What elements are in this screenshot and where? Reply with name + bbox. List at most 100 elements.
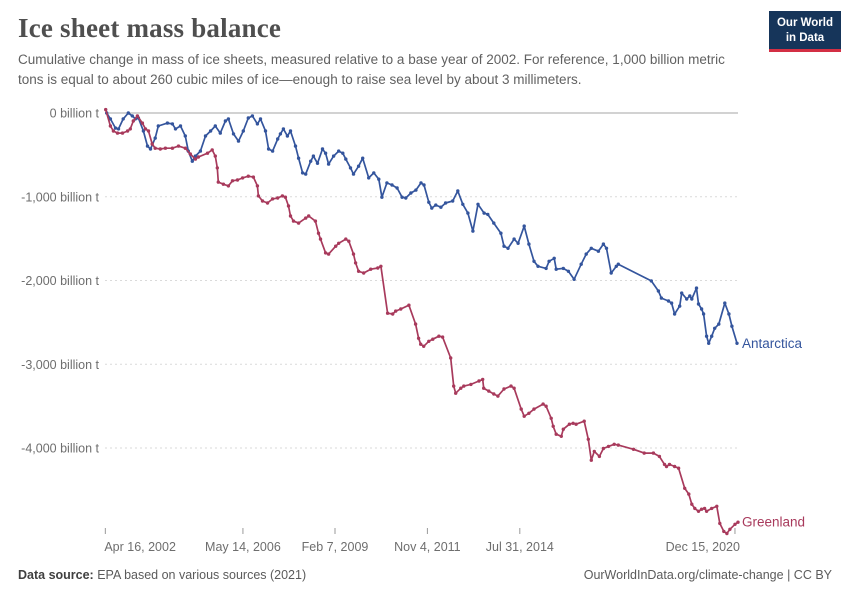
data-point-marker [443,201,448,205]
data-point-marker [466,211,470,215]
footer-license-label: | CC BY [783,568,832,582]
data-source-text: EPA based on various sources (2021) [93,568,307,582]
data-point-marker [509,384,513,388]
data-point-marker [437,334,441,338]
data-point-marker [659,296,664,300]
data-point-marker [482,386,486,390]
data-point-marker [156,124,160,128]
data-point-marker [265,201,270,205]
data-point-marker [685,297,689,301]
owid-logo-line-1: Our World [776,17,833,29]
data-point-marker [183,134,187,138]
data-point-marker [656,289,661,293]
data-point-marker [348,166,353,170]
data-point-marker [667,462,672,467]
data-point-marker [422,183,426,187]
data-point-marker [487,389,491,393]
data-point-marker [356,164,361,168]
data-point-marker [574,422,578,426]
data-point-marker [331,154,336,158]
data-point-marker [462,384,466,388]
data-point-marker [246,116,250,120]
data-point-marker [696,509,701,513]
data-point-marker [492,221,496,225]
data-point-marker [704,334,709,338]
data-point-marker [519,407,523,411]
data-point-marker [394,309,398,313]
data-point-marker [522,224,526,228]
data-point-marker [451,199,455,203]
data-point-marker [198,149,203,153]
data-point-marker [258,117,263,121]
y-axis-tick-label: -1,000 billion t [21,190,99,204]
data-point-marker [469,382,473,387]
chart-title: Ice sheet mass balance [18,13,282,43]
data-point-marker [596,249,601,253]
data-point-marker [170,122,175,126]
data-point-marker [390,183,394,187]
data-point-marker [351,172,356,176]
x-axis-tick-label: Apr 16, 2002 [104,540,176,554]
data-point-marker [165,121,170,125]
data-point-marker [482,211,486,215]
data-point-marker [221,182,226,186]
data-point-marker [710,334,714,338]
data-point-marker [193,157,198,161]
data-point-marker [337,241,341,245]
data-point-marker [260,199,265,203]
data-point-marker [213,154,217,158]
data-point-marker [454,391,458,395]
data-point-marker [347,239,351,243]
data-point-marker [471,229,475,233]
footer-attribution: OurWorldInData.org/climate-change | CC B… [584,568,832,582]
data-point-marker [554,267,558,271]
data-point-marker [541,402,545,406]
data-point-marker [255,122,260,126]
data-point-marker [170,146,175,150]
data-point-marker [399,307,403,311]
data-point-marker [584,252,588,256]
data-point-marker [707,341,711,345]
data-point-marker [413,322,418,326]
footer-url-link[interactable]: OurWorldInData.org/climate-change [583,568,784,582]
data-point-marker [704,509,709,513]
data-point-marker [193,154,198,158]
y-axis-tick-label: -3,000 billion t [21,358,99,372]
data-point-marker [334,244,338,248]
data-point-marker [226,184,231,188]
data-point-marker [631,447,636,451]
data-point-marker [344,237,348,241]
data-point-marker [318,237,323,241]
data-point-marker [419,342,423,346]
data-point-marker [323,251,328,255]
data-point-marker [561,427,565,431]
data-point-marker [286,204,291,208]
data-point-marker [361,156,365,160]
data-point-marker [276,137,280,141]
data-point-marker [486,212,490,217]
data-point-marker [341,151,345,155]
data-point-marker [439,205,443,209]
data-point-marker [188,152,192,156]
series-label-greenland: Greenland [742,515,805,530]
data-point-marker [255,184,260,188]
x-axis-tick-label: Nov 4, 2011 [394,540,461,554]
data-point-marker [427,339,431,343]
data-point-marker [730,324,734,328]
data-point-marker [104,107,108,112]
data-point-marker [409,191,413,195]
data-point-marker [116,127,121,131]
data-point-marker [173,127,178,131]
data-point-marker [296,156,301,160]
data-point-marker [176,144,181,148]
data-point-marker [190,159,194,163]
data-point-marker [400,195,404,199]
data-point-marker [544,404,548,408]
data-point-marker [344,157,348,161]
data-point-marker [263,129,268,133]
data-point-marker [516,241,520,245]
data-point-marker [544,266,548,271]
data-point-marker [316,231,321,235]
data-point-marker [492,392,496,396]
data-point-marker [216,180,220,184]
